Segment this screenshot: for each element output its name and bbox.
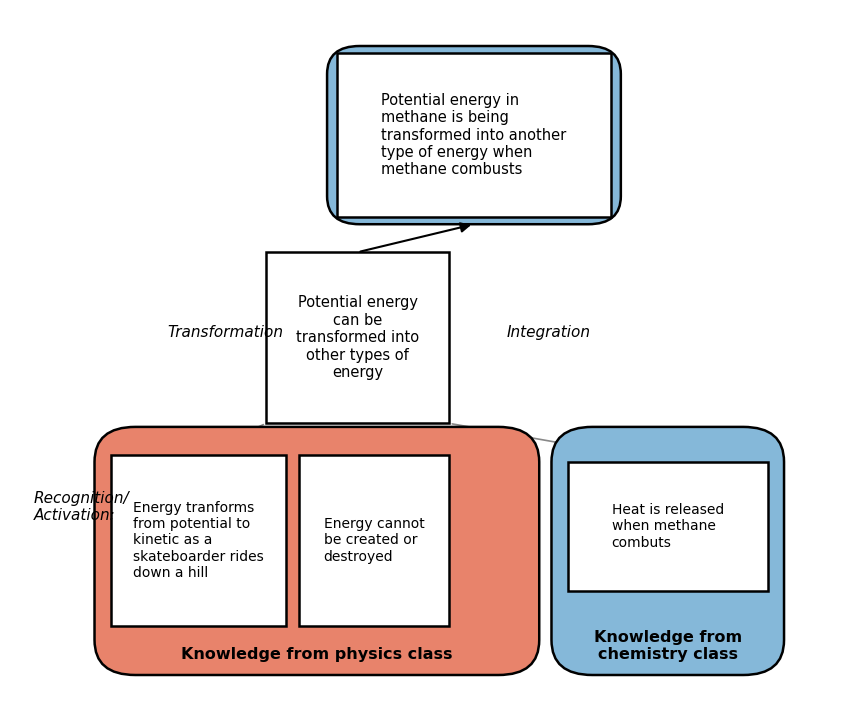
Text: Energy cannot
be created or
destroyed: Energy cannot be created or destroyed [324, 518, 424, 563]
Text: Energy tranforms
from potential to
kinetic as a
skateboarder rides
down a hill: Energy tranforms from potential to kinet… [133, 501, 264, 580]
Bar [337, 53, 611, 217]
Text: Integration: Integration [507, 325, 591, 340]
Text: Recognition/
Activation:: Recognition/ Activation: [33, 491, 129, 523]
FancyBboxPatch shape [327, 46, 620, 224]
Text: Transformation: Transformation [167, 325, 283, 340]
Text: Potential energy
can be
transformed into
other types of
energy: Potential energy can be transformed into… [296, 296, 419, 380]
Text: Knowledge from
chemistry class: Knowledge from chemistry class [593, 630, 742, 662]
Bar [298, 455, 450, 626]
Bar [110, 455, 286, 626]
FancyBboxPatch shape [552, 427, 784, 675]
Text: Knowledge from physics class: Knowledge from physics class [181, 647, 453, 662]
Text: Potential energy in
methane is being
transformed into another
type of energy whe: Potential energy in methane is being tra… [382, 92, 567, 178]
Bar [568, 462, 768, 591]
Text: Heat is released
when methane
combuts: Heat is released when methane combuts [612, 503, 724, 550]
FancyBboxPatch shape [94, 427, 539, 675]
Bar [266, 252, 450, 424]
